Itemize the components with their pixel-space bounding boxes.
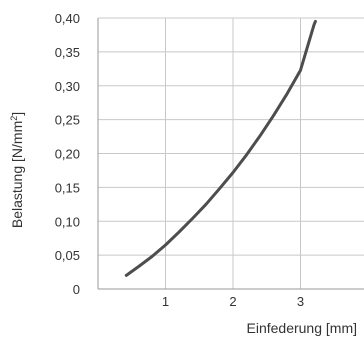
axes (97, 18, 364, 290)
tick-labels: 00,050,100,150,200,250,300,350,401234 (55, 11, 304, 309)
y-axis-title-main: Belastung [N/mm (9, 121, 25, 228)
y-tick-label: 0 (73, 282, 80, 297)
y-tick-label: 0,20 (55, 147, 80, 162)
x-tick-label: 1 (162, 294, 169, 309)
y-tick-label: 0,25 (55, 113, 80, 128)
y-tick-label: 0,35 (55, 45, 80, 60)
y-tick-label: 0,40 (55, 11, 80, 26)
series (124, 19, 317, 277)
y-axis-title: Belastung [N/mm2] (9, 112, 25, 228)
y-axis-title-sup: 2 (9, 116, 19, 121)
y-tick-label: 0,15 (55, 180, 80, 195)
y-tick-label: 0,05 (55, 248, 80, 263)
series-line (124, 19, 317, 277)
grid (98, 17, 364, 289)
y-tick-label: 0,10 (55, 214, 80, 229)
y-tick-label: 0,30 (55, 79, 80, 94)
x-axis-title: Einfederung [mm] (247, 320, 358, 336)
y-axis-title-end: ] (9, 112, 25, 116)
x-tick-label: 3 (297, 294, 304, 309)
x-tick-label: 2 (229, 294, 236, 309)
